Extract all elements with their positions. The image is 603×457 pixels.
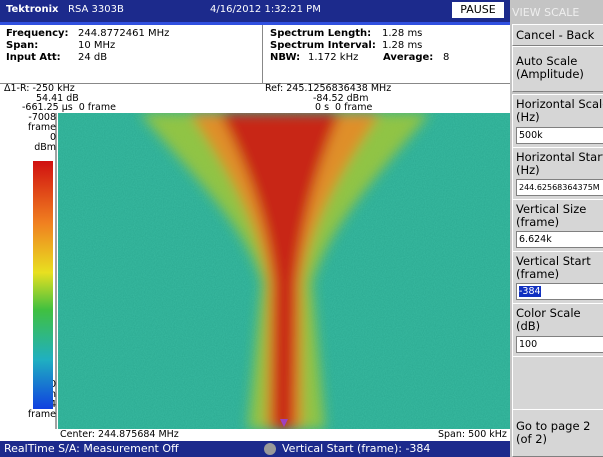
menu-button[interactable]: Go to page 2(of 2) (512, 409, 603, 457)
pause-button[interactable]: PAUSE (452, 2, 504, 18)
delta-marker: Δ1-R: -250 kHz 54.41 dB -661.25 µs 0 fra… (4, 84, 116, 113)
label: Auto Scale (513, 47, 603, 68)
label: Frequency: (6, 28, 69, 40)
value: 24 dB (78, 52, 169, 64)
value: 1.28 ms (382, 28, 422, 40)
label: (dB) (513, 320, 603, 333)
label: Horizontal Scale (513, 95, 603, 111)
knob-icon (264, 443, 276, 455)
label: (frame) (513, 268, 603, 281)
label: Cancel - Back (513, 25, 603, 45)
label: (Amplitude) (513, 68, 603, 81)
value: 10 MHz (78, 40, 169, 52)
label: Spectrum Interval: (270, 40, 376, 52)
divider (262, 25, 263, 83)
separator (0, 22, 510, 25)
label: Spectrum Length: (270, 28, 376, 40)
value: 1.172 kHz (308, 52, 358, 63)
menu-button[interactable]: Auto Scale(Amplitude) (512, 46, 603, 92)
label: Input Att: (6, 52, 69, 64)
settings-values: 244.8772461 MHz 10 MHz 24 dB (78, 28, 169, 64)
selected-value: -384 (519, 286, 541, 297)
menu-button[interactable]: Cancel - Back (512, 24, 603, 46)
status-bar: RealTime S/A: Measurement Off Vertical S… (0, 441, 510, 457)
span: Span: 500 kHz (438, 429, 507, 440)
value: 244.8772461 MHz (78, 28, 169, 40)
ref-marker: Ref: 245.1256836438 MHz -84.52 dBm 0 s 0… (265, 84, 391, 113)
input[interactable]: 100 (516, 336, 603, 353)
message: Vertical Start (frame): -384 (282, 442, 430, 455)
label: (Hz) (513, 164, 603, 177)
settings-labels: Frequency: Span: Input Att: (6, 28, 69, 64)
label: Vertical Start (513, 252, 603, 268)
input[interactable]: 500k (516, 127, 603, 144)
title-bar: Tektronix RSA 3303B 4/16/2012 1:32:21 PM… (0, 0, 510, 22)
menu-button[interactable]: Vertical Start(frame) -384 (512, 251, 603, 304)
side-menu: VIEW SCALE Cancel - Back Auto Scale(Ampl… (510, 0, 603, 457)
spectrogram (0, 113, 510, 429)
label: Average: (383, 52, 433, 63)
menu-button-empty (512, 356, 603, 410)
settings-values: 1.28 ms 1.28 ms (382, 28, 422, 52)
color-scale (33, 161, 53, 409)
label: (Hz) (513, 111, 603, 124)
label: Vertical Size (513, 200, 603, 216)
datetime: 4/16/2012 1:32:21 PM (210, 4, 321, 15)
menu-button[interactable]: Color Scale(dB) 100 (512, 303, 603, 357)
menu-button[interactable]: Horizontal Start(Hz) 244.62568364375M (512, 147, 603, 200)
brand: Tektronix (6, 4, 59, 15)
label: Horizontal Start (513, 148, 603, 164)
value: 1.28 ms (382, 40, 422, 52)
menu-button[interactable]: Horizontal Scale(Hz) 500k (512, 94, 603, 148)
label: (of 2) (513, 433, 603, 446)
label: Span: (6, 40, 69, 52)
input[interactable]: -384 (516, 283, 603, 300)
mode: RealTime S/A: Measurement Off (4, 442, 179, 455)
text: -661.25 µs 0 frame (4, 103, 116, 113)
menu-title: VIEW SCALE (512, 6, 579, 19)
model: RSA 3303B (68, 4, 124, 15)
value: 8 (443, 52, 449, 63)
center-frequency: Center: 244.875684 MHz (60, 429, 179, 440)
screen: Tektronix RSA 3303B 4/16/2012 1:32:21 PM… (0, 0, 603, 457)
text: 0 s 0 frame (265, 103, 391, 113)
input[interactable]: 6.624k (516, 231, 603, 248)
input[interactable]: 244.62568364375M (516, 179, 603, 196)
menu-button[interactable]: Vertical Size(frame) 6.624k (512, 199, 603, 252)
label: Go to page 2 (513, 410, 603, 433)
label: (frame) (513, 216, 603, 229)
label: Color Scale (513, 304, 603, 320)
